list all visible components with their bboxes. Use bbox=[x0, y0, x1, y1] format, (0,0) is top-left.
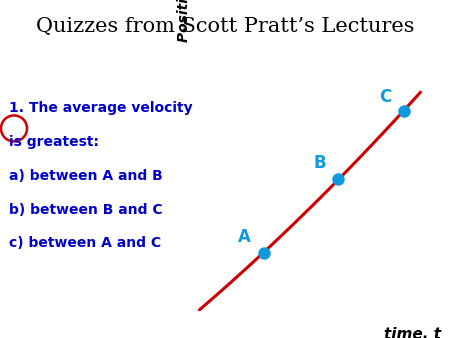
Text: A: A bbox=[238, 228, 251, 246]
Text: Position, x: Position, x bbox=[177, 0, 191, 42]
Text: Quizzes from Scott Pratt’s Lectures: Quizzes from Scott Pratt’s Lectures bbox=[36, 17, 414, 36]
Text: B: B bbox=[313, 154, 326, 172]
Text: a) between A and B: a) between A and B bbox=[9, 169, 163, 183]
Text: c) between A and C: c) between A and C bbox=[9, 236, 161, 250]
Text: is greatest:: is greatest: bbox=[9, 135, 99, 149]
Text: C: C bbox=[379, 89, 392, 106]
Text: time, t: time, t bbox=[384, 327, 441, 338]
Text: b) between B and C: b) between B and C bbox=[9, 202, 162, 217]
Text: 1. The average velocity: 1. The average velocity bbox=[9, 101, 193, 115]
